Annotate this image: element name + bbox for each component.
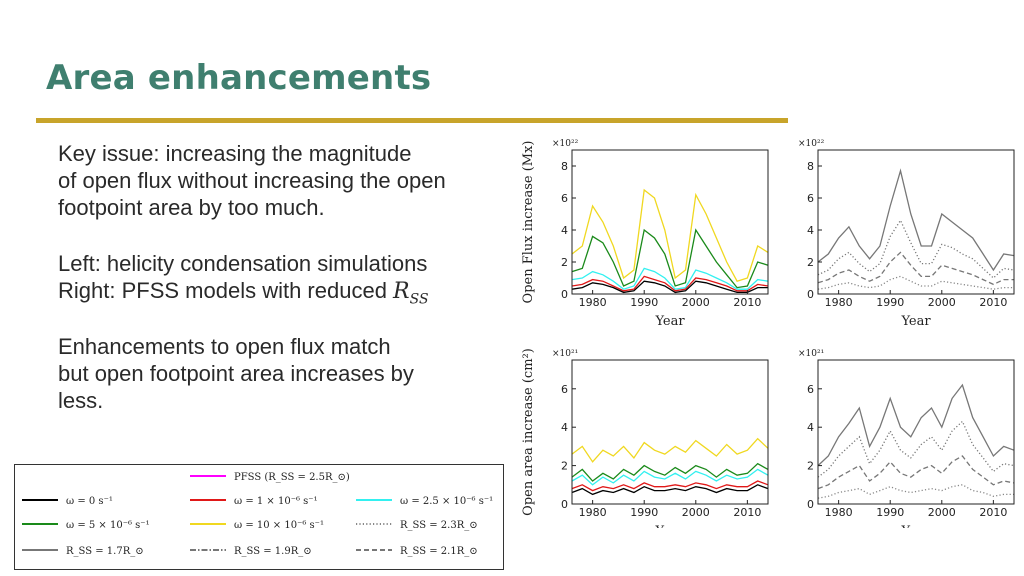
y-exponent-label: ×10²² [798, 139, 825, 149]
y-tick-label: 0 [561, 498, 568, 511]
x-axis-label: Year [900, 524, 931, 528]
y-exponent-label: ×10²¹ [552, 349, 578, 359]
chart-panel-top-right: 1980 1990 2000 2010 0 2 4 6 8 ×10²² Year [798, 139, 1015, 329]
x-tick-label: 1990 [876, 296, 904, 309]
series-line-top-left-0 [571, 188, 769, 282]
series-line-bottom-right-0 [817, 383, 1015, 467]
plot-frame-top-right [817, 149, 1015, 295]
x-axis-label: Year [654, 524, 685, 528]
plot-frame-top-left [571, 149, 769, 295]
series-line-bottom-left-1 [571, 462, 769, 482]
plot-frame-bottom-left [571, 359, 769, 505]
paragraph-right-line: Right: PFSS models with reduced RSS [58, 277, 528, 313]
series-line-top-right-1 [817, 219, 1015, 279]
legend-label-6: R_SS = 2.3R_⊙ [400, 520, 478, 531]
y-exponent-label: ×10²² [552, 139, 579, 149]
x-tick-label: 2000 [682, 296, 710, 309]
y-tick-label: 2 [561, 256, 568, 269]
x-tick-label: 2010 [979, 296, 1007, 309]
y-tick-label: 0 [807, 288, 814, 301]
y-exponent-label: ×10²¹ [798, 349, 824, 359]
paragraph-right-text: Right: PFSS models with reduced [58, 278, 394, 303]
x-tick-label: 2000 [682, 506, 710, 519]
slide-title: Area enhancements [46, 58, 432, 98]
chart-panel-bottom-left: 1980 1990 2000 2010 0 2 4 6 ×10²¹ Year Open area i… [521, 348, 769, 528]
series-line-top-right-3 [817, 275, 1014, 290]
y-tick-label: 4 [561, 421, 568, 434]
paragraph-left-right: Left: helicity condensation simulations … [58, 250, 528, 313]
x-tick-label: 1990 [876, 506, 904, 519]
series-line-top-right-0 [817, 168, 1015, 272]
series-line-bottom-left-2 [571, 468, 769, 486]
x-tick-label: 2000 [928, 506, 956, 519]
legend-label-3: ω = 2.5 × 10⁻⁶ s⁻¹ [400, 496, 493, 507]
series-line-top-left-4 [571, 280, 768, 294]
y-tick-label: 8 [807, 160, 814, 173]
series-line-bottom-left-4 [571, 484, 769, 496]
x-tick-label: 1990 [630, 296, 658, 309]
paragraph-key-issue-text: Key issue: increasing the magnitude of o… [58, 141, 446, 220]
y-axis-label: Open area increase (cm²) [521, 348, 536, 516]
y-axis-label: Open Flux increase (Mx) [521, 141, 536, 304]
y-tick-label: 4 [561, 224, 568, 237]
x-tick-label: 2000 [928, 296, 956, 309]
series-line-bottom-right-1 [817, 420, 1015, 478]
x-tick-label: 1980 [825, 296, 853, 309]
x-tick-label: 1990 [630, 506, 658, 519]
y-tick-label: 2 [807, 256, 814, 269]
chart-legend: PFSS (R_SS = 2.5R_⊙) ω = 0 s⁻¹ ω = 1 × 10⁻… [14, 464, 504, 570]
x-axis-label: Year [900, 314, 931, 329]
series-line-bottom-right-3 [817, 484, 1014, 499]
series-line-top-right-2 [817, 251, 1014, 286]
paragraph-key-issue: Key issue: increasing the magnitude of o… [58, 140, 528, 221]
rss-symbol: RSS [393, 279, 429, 308]
legend-label-2: ω = 1 × 10⁻⁶ s⁻¹ [234, 496, 318, 507]
paragraph-enhancements-text: Enhancements to open flux match but open… [58, 334, 414, 413]
x-tick-label: 2010 [733, 296, 761, 309]
series-line-bottom-left-0 [571, 437, 769, 463]
legend-label-9: R_SS = 2.1R_⊙ [400, 546, 478, 557]
y-tick-label: 0 [561, 288, 568, 301]
rss-subscript: SS [409, 291, 429, 308]
y-tick-label: 6 [807, 383, 814, 396]
legend-label-8: R_SS = 1.9R_⊙ [234, 546, 312, 557]
x-tick-label: 1980 [579, 296, 607, 309]
series-line-top-left-1 [571, 228, 769, 289]
y-tick-label: 2 [561, 460, 568, 473]
series-line-bottom-left-3 [571, 480, 769, 492]
y-tick-label: 4 [807, 224, 814, 237]
series-line-top-left-3 [571, 275, 769, 292]
x-tick-label: 1980 [579, 506, 607, 519]
y-tick-label: 6 [807, 192, 814, 205]
chart-panel-top-left: 1980 1990 2000 2010 0 2 4 6 8 ×10²² Year Open Flux … [521, 139, 769, 329]
y-tick-label: 0 [807, 498, 814, 511]
legend-label-7: R_SS = 1.7R_⊙ [66, 546, 144, 557]
y-tick-label: 6 [561, 192, 568, 205]
x-tick-label: 2010 [979, 506, 1007, 519]
paragraph-left-line: Left: helicity condensation simulations [58, 251, 428, 276]
y-tick-label: 8 [561, 160, 568, 173]
x-axis-label: Year [654, 314, 685, 329]
y-tick-label: 2 [807, 460, 814, 473]
y-tick-label: 4 [807, 421, 814, 434]
y-tick-label: 6 [561, 383, 568, 396]
series-line-bottom-right-2 [817, 455, 1015, 490]
legend-label-0: PFSS (R_SS = 2.5R_⊙) [234, 472, 350, 483]
legend-label-1: ω = 0 s⁻¹ [66, 496, 113, 507]
x-tick-label: 1980 [825, 506, 853, 519]
rss-letter: R [393, 279, 410, 304]
legend-label-4: ω = 5 × 10⁻⁶ s⁻¹ [66, 520, 150, 531]
chart-panel-bottom-right: 1980 1990 2000 2010 0 2 4 6 ×10²¹ Year [798, 349, 1015, 528]
plot-frame-bottom-right [817, 359, 1015, 505]
legend-label-5: ω = 10 × 10⁻⁶ s⁻¹ [234, 520, 324, 531]
series-line-top-left-2 [571, 267, 769, 290]
x-tick-label: 2010 [733, 506, 761, 519]
paragraph-enhancements: Enhancements to open flux match but open… [58, 333, 528, 414]
title-divider [36, 118, 788, 123]
